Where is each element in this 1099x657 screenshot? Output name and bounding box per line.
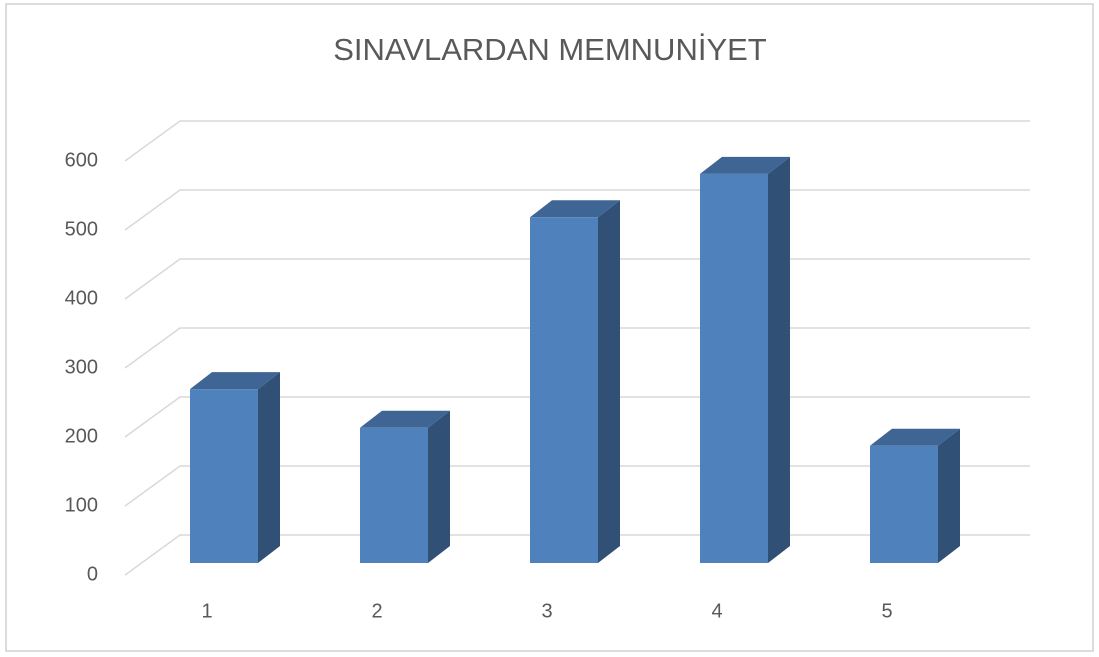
y-tick-label: 200 <box>65 425 98 447</box>
y-tick-label: 0 <box>87 563 98 585</box>
x-tick-label: 5 <box>881 600 892 622</box>
bar <box>190 372 280 563</box>
x-tick-label: 1 <box>201 600 212 622</box>
bar <box>530 200 620 563</box>
bar-top <box>190 372 280 390</box>
y-tick-label: 400 <box>65 287 98 309</box>
bar-front <box>360 427 428 563</box>
bar-side <box>428 410 450 563</box>
bar-side <box>768 156 790 563</box>
bar <box>870 428 960 563</box>
y-tick-label: 500 <box>65 218 98 240</box>
bar-top <box>870 428 960 446</box>
x-tick-label: 4 <box>711 600 722 622</box>
x-tick-label: 2 <box>371 600 382 622</box>
bar-front <box>190 389 258 563</box>
bar-side <box>598 200 620 563</box>
y-tick-label: 600 <box>65 149 98 171</box>
bar-side <box>258 372 280 563</box>
grid-line <box>124 120 1030 162</box>
bar <box>700 156 790 563</box>
y-tick-label: 100 <box>65 494 98 516</box>
bar <box>360 410 450 563</box>
chart-title: SINAVLARDAN MEMNUNİYET <box>333 32 767 67</box>
bar-side <box>938 428 960 563</box>
bar-top <box>360 410 450 428</box>
bar-top <box>700 156 790 174</box>
y-tick-label: 300 <box>65 356 98 378</box>
bar-front <box>530 217 598 563</box>
bar-front <box>870 445 938 563</box>
x-tick-label: 3 <box>541 600 552 622</box>
bar-top <box>530 200 620 218</box>
bar-front <box>700 173 768 563</box>
